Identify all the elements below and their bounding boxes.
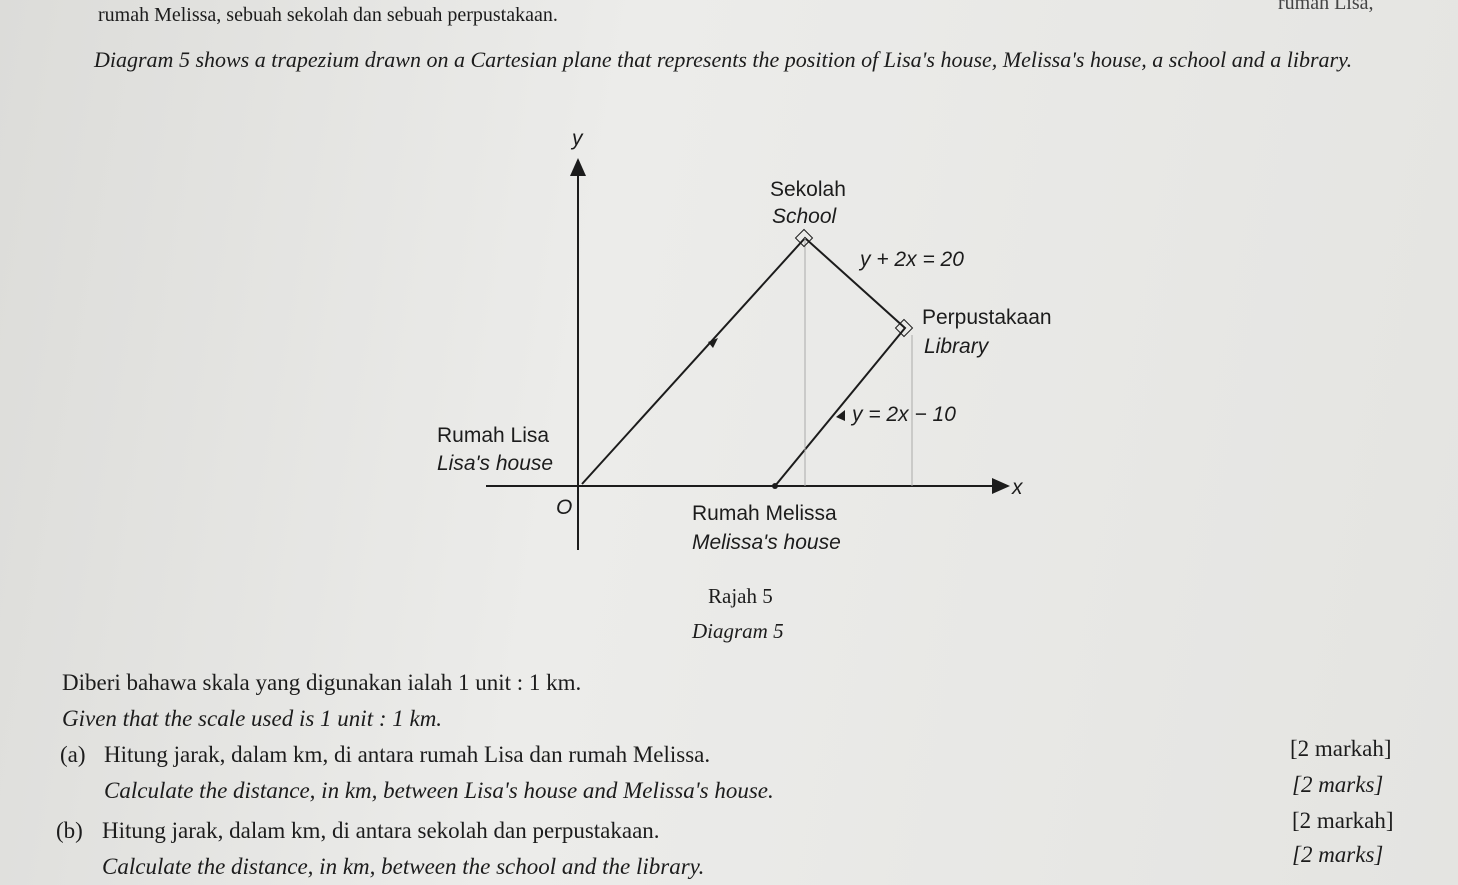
equation-label: y + 2x = 20: [858, 248, 964, 271]
y-axis-label: y: [570, 127, 584, 150]
header-corner: rumah Lisa,: [1278, 0, 1374, 14]
equation-label: y = 2x − 10: [850, 403, 956, 426]
library-marker: [894, 318, 914, 338]
question-label: (a): [60, 742, 86, 767]
line-arrow: [708, 338, 718, 348]
description: Diagram 5 shows a trapezium drawn on a C…: [94, 47, 1353, 72]
melissa-label: Rumah Melissa: [692, 502, 837, 525]
marks: [2 markah]: [1292, 808, 1394, 833]
caption: Rajah 5: [708, 584, 773, 608]
question-text: Hitung jarak, dalam km, di antara sekola…: [102, 818, 660, 843]
given-text: Given that the scale used is 1 unit : 1 …: [62, 706, 443, 731]
header-continuation: rumah Melissa, sebuah sekolah dan sebuah…: [98, 4, 558, 26]
question-text: Calculate the distance, in km, between L…: [104, 778, 774, 803]
marks: [2 marks]: [1292, 772, 1384, 797]
question-label: (b): [56, 818, 83, 843]
library-label: Library: [924, 335, 990, 358]
lisa-label: Rumah Lisa: [437, 424, 549, 447]
given-text: Diberi bahawa skala yang digunakan ialah…: [62, 670, 582, 695]
question-text: Hitung jarak, dalam km, di antara rumah …: [104, 742, 711, 767]
school-marker: [794, 228, 814, 248]
melissa-point: [772, 483, 778, 489]
trapezium: [581, 236, 907, 487]
melissa-label: Melissa's house: [692, 531, 841, 554]
caption: Diagram 5: [692, 619, 784, 643]
school-label: Sekolah: [770, 178, 846, 201]
marks: [2 marks]: [1292, 842, 1384, 867]
question-text: Calculate the distance, in km, between t…: [102, 854, 705, 879]
library-label: Perpustakaan: [922, 306, 1052, 329]
x-axis-label: x: [1011, 476, 1024, 499]
marks: [2 markah]: [1290, 736, 1392, 761]
lisa-label: Lisa's house: [437, 452, 553, 475]
line-arrow: [836, 410, 845, 421]
school-label: School: [772, 205, 838, 228]
origin-label: O: [556, 496, 572, 519]
